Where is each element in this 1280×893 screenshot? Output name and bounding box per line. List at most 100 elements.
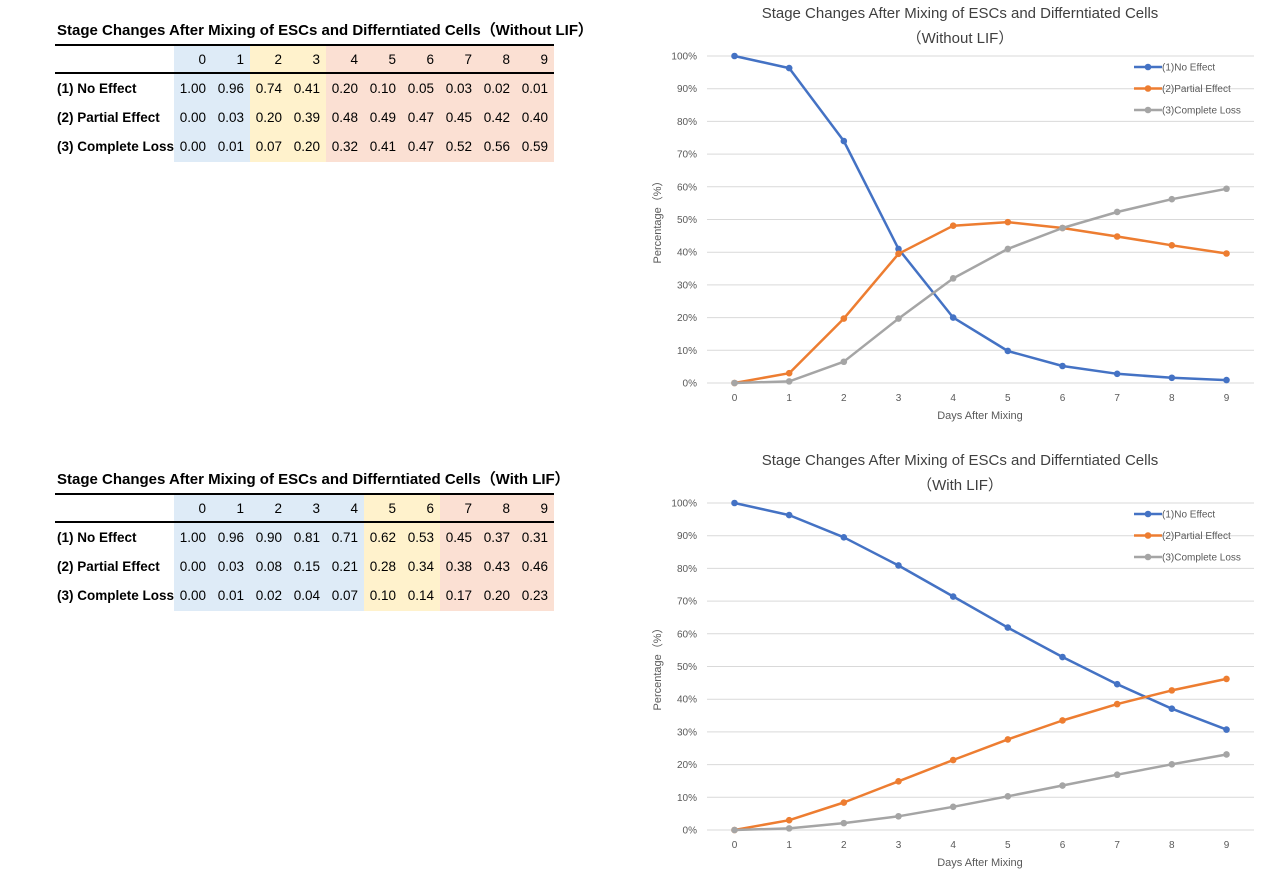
table-cell: 0.37 bbox=[478, 522, 517, 552]
data-point-no-effect bbox=[1004, 624, 1012, 631]
table-cell: 1.00 bbox=[174, 73, 213, 103]
x-tick-label: 7 bbox=[1114, 393, 1120, 404]
table-row: (3) Complete Loss 0.00 0.01 0.02 0.04 0.07 0.1… bbox=[55, 581, 555, 611]
data-point-complete-loss bbox=[731, 379, 738, 387]
table-cell: 0.01 bbox=[212, 132, 251, 162]
x-tick-label: 8 bbox=[1169, 393, 1175, 404]
legend-label-partial-effect: (2)Partial Effect bbox=[1162, 531, 1231, 542]
row-label: (1) No Effect bbox=[57, 529, 137, 545]
day-header-5: 5 bbox=[364, 44, 403, 74]
table-cell: 0.48 bbox=[326, 102, 365, 132]
y-tick-label: 20% bbox=[677, 313, 697, 324]
legend-label-no-effect: (1)No Effect bbox=[1162, 510, 1215, 521]
y-tick-label: 100% bbox=[671, 499, 697, 510]
table-cell: 0.74 bbox=[250, 73, 289, 103]
legend-marker-complete-loss bbox=[1144, 553, 1152, 561]
table-cell: 0.71 bbox=[326, 522, 365, 552]
data-point-partial-effect bbox=[1059, 717, 1066, 724]
legend-label-complete-loss: (3)Complete Loss bbox=[1162, 553, 1241, 564]
y-tick-label: 30% bbox=[677, 280, 697, 291]
data-point-partial-effect bbox=[1168, 242, 1176, 249]
table-cell: 0.56 bbox=[478, 132, 517, 162]
data-point-no-effect bbox=[1059, 653, 1066, 661]
day-header-4: 4 bbox=[326, 493, 365, 523]
table-cell: 0.21 bbox=[326, 551, 365, 581]
data-point-partial-effect bbox=[895, 777, 902, 785]
table-cell: 0.00 bbox=[174, 581, 213, 611]
row-label: (3) Complete Loss bbox=[57, 139, 175, 155]
table-cell: 0.81 bbox=[288, 522, 327, 552]
day-header-2: 2 bbox=[250, 493, 289, 523]
y-tick-label: 70% bbox=[677, 597, 697, 608]
day-header-5: 5 bbox=[364, 493, 403, 523]
table-cell: 0.00 bbox=[174, 132, 213, 162]
data-point-complete-loss bbox=[1059, 782, 1066, 789]
y-tick-label: 100% bbox=[671, 52, 697, 63]
table-cell: 0.03 bbox=[212, 551, 251, 581]
table-cell: 0.62 bbox=[364, 522, 403, 552]
data-point-no-effect bbox=[1113, 680, 1121, 688]
table-row: (3) Complete Loss 0.00 0.01 0.07 0.20 0.32 0.4… bbox=[55, 132, 555, 162]
legend-label-complete-loss: (3)Complete Loss bbox=[1162, 106, 1241, 117]
day-header-4: 4 bbox=[326, 44, 365, 74]
table-cell: 0.05 bbox=[402, 73, 441, 103]
table-title-without-lif: Stage Changes After Mixing of ESCs and D… bbox=[57, 22, 594, 39]
data-point-no-effect bbox=[1223, 726, 1230, 733]
table-cell: 0.43 bbox=[478, 551, 517, 581]
y-tick-label: 20% bbox=[677, 760, 697, 771]
table-cell: 0.59 bbox=[516, 132, 555, 162]
data-point-partial-effect bbox=[1004, 736, 1012, 743]
table-row: (1) No Effect 1.00 0.96 0.90 0.81 0.71 0.62 0.5… bbox=[55, 522, 555, 552]
data-point-complete-loss bbox=[895, 315, 902, 322]
data-point-partial-effect bbox=[949, 756, 957, 764]
x-tick-label: 6 bbox=[1060, 840, 1066, 851]
table-cell: 0.49 bbox=[364, 102, 403, 132]
table-cell: 0.40 bbox=[516, 102, 555, 132]
x-tick-label: 3 bbox=[896, 393, 902, 404]
data-point-partial-effect bbox=[1223, 250, 1230, 257]
table-cell: 0.45 bbox=[440, 522, 479, 552]
y-tick-label: 80% bbox=[677, 564, 697, 575]
row-label: (2) Partial Effect bbox=[57, 109, 160, 125]
table-cell: 0.52 bbox=[440, 132, 479, 162]
data-point-partial-effect bbox=[785, 369, 793, 377]
y-tick-label: 50% bbox=[677, 215, 697, 226]
y-axis-label: Percentage（%） bbox=[651, 175, 664, 263]
x-tick-label: 6 bbox=[1060, 393, 1066, 404]
y-tick-label: 80% bbox=[677, 117, 697, 128]
data-point-complete-loss bbox=[1113, 208, 1121, 216]
table-cell: 0.20 bbox=[326, 73, 365, 103]
chart-title: Stage Changes After Mixing of ESCs and D… bbox=[762, 5, 1159, 22]
series-line-partial-effect bbox=[734, 220, 1227, 385]
chart-title: Stage Changes After Mixing of ESCs and D… bbox=[762, 452, 1159, 469]
table-cell: 0.31 bbox=[516, 522, 555, 552]
day-header-3: 3 bbox=[288, 44, 327, 74]
data-point-complete-loss bbox=[1059, 224, 1066, 232]
data-point-complete-loss bbox=[1113, 771, 1121, 779]
data-point-partial-effect bbox=[1004, 218, 1012, 226]
table-cell: 0.53 bbox=[402, 522, 441, 552]
data-point-no-effect bbox=[949, 314, 957, 321]
table-cell: 0.90 bbox=[250, 522, 289, 552]
x-tick-label: 4 bbox=[950, 840, 956, 851]
y-tick-label: 40% bbox=[677, 248, 697, 259]
table-corner-cell bbox=[55, 493, 175, 523]
y-tick-label: 90% bbox=[677, 84, 697, 95]
data-point-no-effect bbox=[1168, 705, 1176, 712]
data-point-partial-effect bbox=[895, 250, 902, 258]
data-point-no-effect bbox=[785, 64, 793, 72]
table-cell: 0.00 bbox=[174, 551, 213, 581]
x-tick-label: 5 bbox=[1005, 840, 1011, 851]
data-point-no-effect bbox=[1059, 362, 1066, 370]
row-label: (3) Complete Loss bbox=[57, 588, 175, 604]
table-cell: 0.01 bbox=[516, 73, 555, 103]
x-tick-label: 0 bbox=[732, 840, 738, 851]
day-header-7: 7 bbox=[440, 493, 479, 523]
x-tick-label: 2 bbox=[841, 840, 847, 851]
table-cell: 0.20 bbox=[250, 102, 289, 132]
table-cell: 0.03 bbox=[440, 73, 479, 103]
x-tick-label: 3 bbox=[896, 840, 902, 851]
day-header-8: 8 bbox=[478, 493, 517, 523]
data-point-complete-loss bbox=[1223, 185, 1230, 193]
